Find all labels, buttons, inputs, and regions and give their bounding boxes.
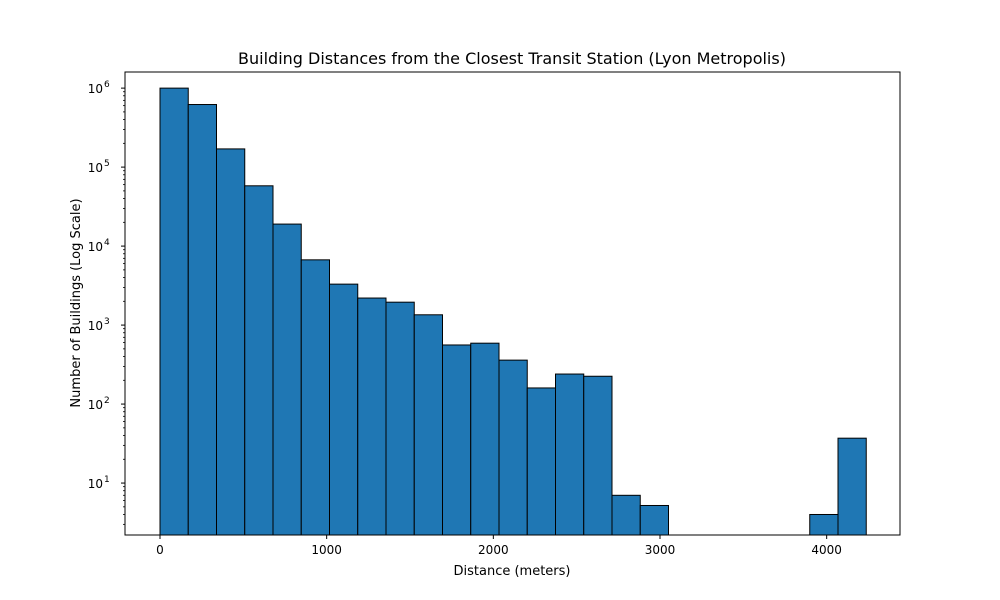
x-axis-ticks: 0 1000 2000 3000 4000 bbox=[156, 535, 842, 557]
y-tick-label: 10 bbox=[88, 240, 103, 254]
histogram-bar bbox=[329, 283, 359, 536]
histogram-bar bbox=[526, 387, 556, 536]
y-tick-label: 10 bbox=[88, 161, 103, 175]
y-tick-exponent: 4 bbox=[104, 238, 110, 248]
y-tick-exponent: 2 bbox=[104, 396, 110, 406]
x-axis-label: Distance (meters) bbox=[454, 564, 571, 579]
histogram-bar bbox=[385, 301, 415, 536]
histogram-bar bbox=[357, 297, 387, 536]
histogram-bar bbox=[555, 373, 585, 536]
histogram-bar bbox=[300, 259, 330, 536]
histogram-bar bbox=[498, 359, 528, 536]
histogram-bar bbox=[272, 223, 302, 536]
histogram-bar bbox=[442, 344, 472, 536]
histogram-bar bbox=[216, 148, 246, 536]
x-tick-label: 2000 bbox=[478, 543, 509, 557]
x-tick-label: 4000 bbox=[811, 543, 842, 557]
histogram-bar bbox=[583, 375, 613, 536]
plot-frame bbox=[124, 71, 901, 536]
chart-title: Building Distances from the Closest Tran… bbox=[238, 49, 786, 68]
histogram-bar bbox=[837, 437, 867, 536]
histogram-bar bbox=[187, 104, 217, 536]
x-tick-label: 1000 bbox=[311, 543, 342, 557]
y-axis-label: Number of Buildings (Log Scale) bbox=[69, 198, 84, 407]
histogram-bar bbox=[244, 185, 274, 536]
y-tick-label: 10 bbox=[88, 319, 103, 333]
bars-group bbox=[159, 87, 867, 536]
y-tick-exponent: 6 bbox=[104, 80, 110, 90]
x-tick-label: 0 bbox=[156, 543, 164, 557]
histogram-bar bbox=[159, 87, 189, 536]
y-tick-label: 10 bbox=[88, 82, 103, 96]
y-tick-exponent: 5 bbox=[104, 159, 110, 169]
histogram-bar bbox=[470, 342, 500, 536]
y-tick-exponent: 3 bbox=[104, 317, 110, 327]
y-tick-label: 10 bbox=[88, 477, 103, 491]
histogram-bar bbox=[809, 513, 839, 536]
y-tick-exponent: 1 bbox=[104, 475, 110, 485]
histogram-bar bbox=[413, 314, 443, 536]
y-tick-label: 10 bbox=[88, 398, 103, 412]
histogram-bar bbox=[611, 494, 641, 536]
histogram-bar bbox=[639, 504, 669, 536]
x-tick-label: 3000 bbox=[645, 543, 676, 557]
